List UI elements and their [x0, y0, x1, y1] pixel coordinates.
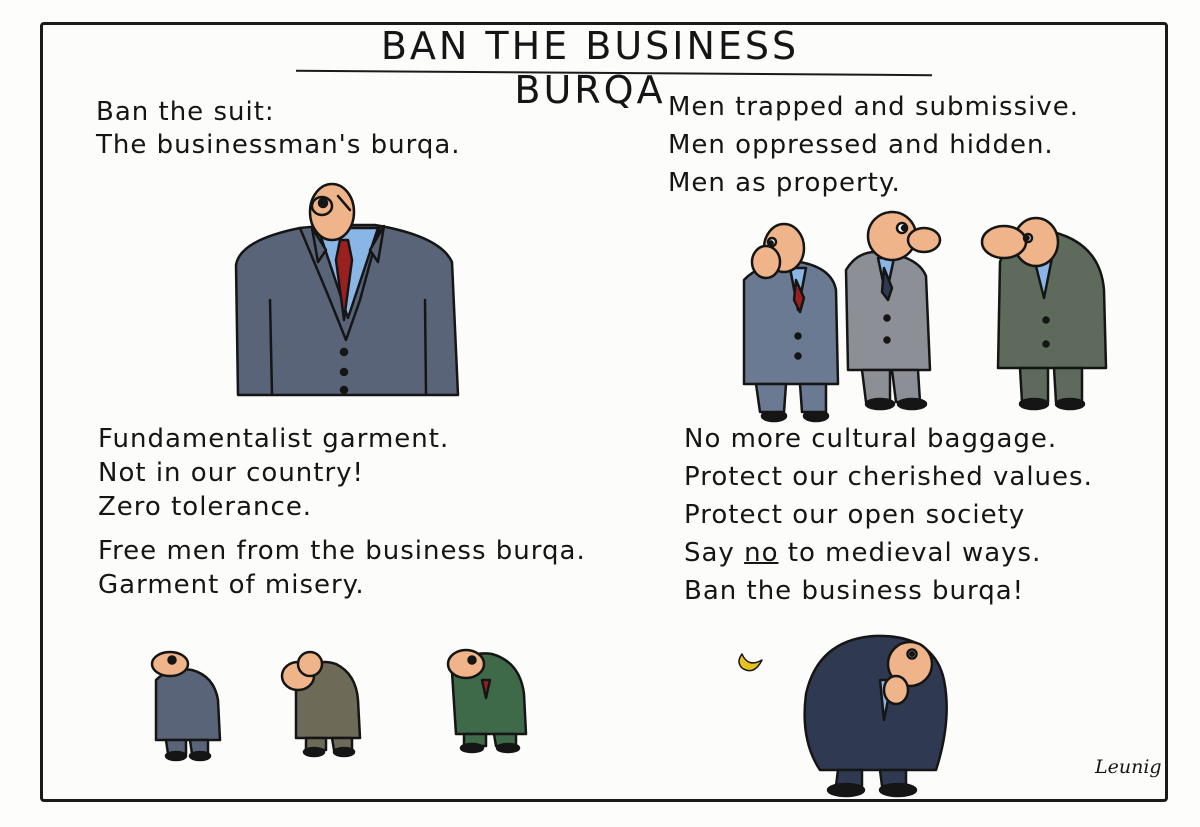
- text-line: Garment of misery.: [98, 570, 365, 600]
- text-line: Ban the suit:: [96, 97, 275, 127]
- small-man-green: [446, 648, 528, 754]
- underlined-no: no: [744, 538, 779, 568]
- small-man-olive: [280, 650, 362, 758]
- text-line: Ban the business burqa!: [684, 576, 1025, 606]
- text-line: Free men from the business burqa.: [98, 536, 586, 566]
- say-post: to medieval ways.: [778, 538, 1042, 568]
- say-pre: Say: [684, 538, 745, 568]
- signature: Leunig: [1095, 756, 1162, 778]
- man-green-suit: [980, 216, 1108, 411]
- cartoon-title: BAN THE BUSINESS BURQA: [380, 24, 800, 112]
- right-top-text: Men trapped and submissive. Men oppresse…: [668, 88, 1079, 202]
- man-gray-suit: [844, 210, 942, 411]
- small-man-navy: [150, 650, 222, 762]
- left-top-text: Ban the suit: The businessman's burqa.: [96, 96, 461, 162]
- hunched-man-figure: [803, 634, 948, 798]
- text-line-say-no: Say no to medieval ways.: [684, 534, 1093, 572]
- left-bottom-text: Fundamentalist garment. Not in our count…: [98, 422, 586, 602]
- text-line: Not in our country!: [98, 458, 364, 488]
- text-line: Fundamentalist garment.: [98, 424, 450, 454]
- man-blue-suit: [742, 222, 840, 423]
- text-line: Zero tolerance.: [98, 492, 313, 522]
- text-line: Men as property.: [668, 168, 901, 198]
- text-line: Men oppressed and hidden.: [668, 130, 1054, 160]
- right-bottom-text: No more cultural baggage. Protect our ch…: [684, 420, 1093, 610]
- text-line: No more cultural baggage.: [684, 424, 1058, 454]
- text-line: The businessman's burqa.: [96, 130, 461, 160]
- cartoon-frame: [40, 22, 1168, 802]
- text-line: Protect our cherished values.: [684, 462, 1093, 492]
- text-line: Protect our open society: [684, 500, 1026, 530]
- text-line: Men trapped and submissive.: [668, 92, 1079, 122]
- big-suit-figure: [234, 182, 460, 397]
- crescent-moon: [738, 653, 763, 672]
